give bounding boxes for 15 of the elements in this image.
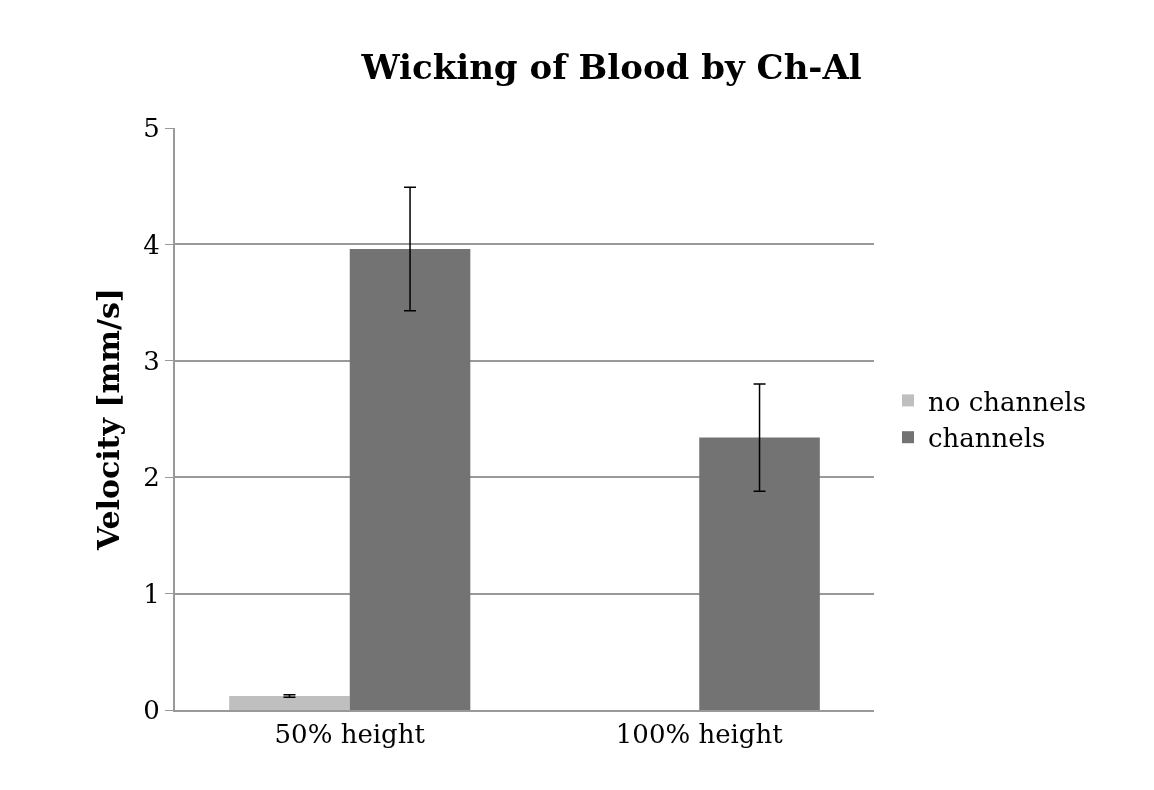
y-tick-label: 2 (143, 462, 160, 493)
bar (699, 437, 820, 710)
x-tick-label: 100% height (615, 719, 784, 750)
legend-label: channels (927, 423, 1046, 454)
y-tick-label: 3 (143, 345, 160, 376)
bar (349, 249, 471, 710)
chart-title: Wicking of Blood by Ch-Al (360, 47, 862, 88)
bar (229, 696, 350, 710)
legend-label: no channels (927, 386, 1086, 417)
y-tick-label: 4 (143, 229, 160, 260)
y-tick-label: 0 (143, 695, 160, 726)
y-tick-label: 5 (143, 113, 160, 144)
x-tick-label: 50% height (274, 719, 426, 750)
y-axis-title: Velocity [mm/s] (90, 287, 126, 552)
y-tick-label: 1 (143, 578, 160, 609)
